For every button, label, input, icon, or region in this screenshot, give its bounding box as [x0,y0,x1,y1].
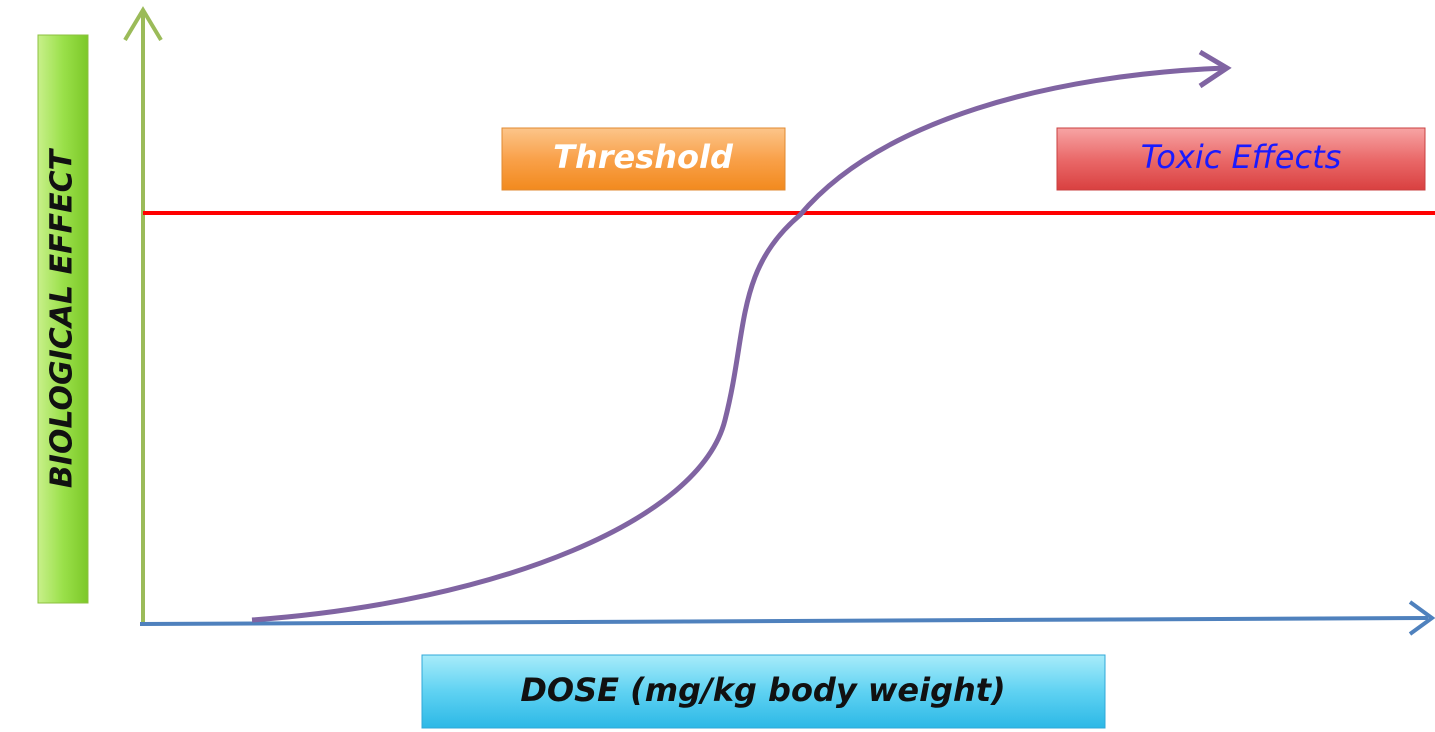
x-axis [139,616,1429,626]
y-axis-label: BIOLOGICAL EFFECT [45,147,80,488]
y-label-box [37,34,89,604]
threshold-box [501,127,786,191]
y-axis-arrow [123,6,163,42]
x-label-box [421,654,1106,729]
threshold-label: Threshold [553,138,734,176]
dose-response-curve [251,65,1226,623]
curve-arrow [1198,49,1232,89]
x-axis-arrow [1408,600,1435,636]
toxic-effects-label: Toxic Effects [1141,138,1342,176]
toxic-effects-box [1056,127,1426,191]
x-axis-label: DOSE (mg/kg body weight) [520,671,1005,709]
